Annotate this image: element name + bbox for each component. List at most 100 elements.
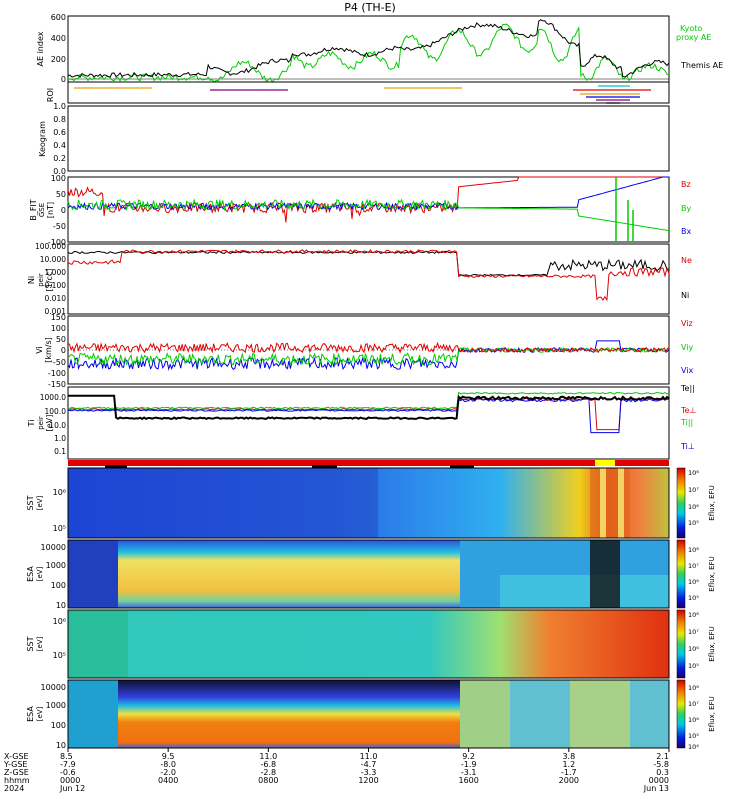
cb1-tick: 10⁵ [688, 519, 699, 527]
x-tick-label: 0800 [258, 776, 278, 785]
esa1-ytick: 10000 [41, 543, 66, 552]
esa2-ytick: 100 [51, 721, 66, 730]
keogram-ytick: 0.8 [53, 115, 66, 124]
esa2-ytick: 10 [56, 741, 66, 750]
esa1-ytick: 100 [51, 581, 66, 590]
cb4-tick: 10⁷ [688, 700, 699, 708]
roi-ylabel: ROI [46, 88, 55, 102]
sst2-ylabel: SST [26, 636, 35, 651]
cb2-label: Eflux, EFU [708, 556, 716, 591]
colorbar-3: 10⁸ 10⁷ 10⁶ 10⁵ Eflux, EFU [676, 609, 716, 679]
cb3-label: Eflux, EFU [708, 626, 716, 661]
density-ytick: 10.000 [40, 255, 66, 264]
x-tick-label: 1.2 [562, 760, 575, 769]
ae-themis-line [67, 19, 670, 79]
legend-ne: Ne [681, 256, 692, 265]
esa1-ylabel2: [eV] [36, 566, 44, 581]
x-tick-label: -0.6 [60, 768, 76, 777]
x-tick-label: Jun 12 [59, 784, 85, 793]
xrow-label: X-GSE [4, 752, 29, 761]
ae-kyoto-line [67, 23, 670, 83]
legend-vix: Vix [681, 366, 694, 375]
x-tick-label: -2.0 [160, 768, 176, 777]
plot-title: P4 (TH-E) [344, 1, 396, 14]
keogram-ytick: 0.2 [53, 154, 66, 163]
x-tick-label: -1.9 [461, 760, 477, 769]
bfield-ytick: -50 [53, 222, 66, 231]
x-tick-label: 2000 [559, 776, 579, 785]
legend-kyoto: Kyoto [680, 24, 702, 33]
esa2-ytick: 1000 [46, 701, 66, 710]
x-tick-label: -5.8 [653, 760, 669, 769]
x-tick-label: 2.1 [656, 752, 669, 761]
bfield-ylabel: B_FIT [29, 199, 38, 220]
ae-ytick: 0 [61, 75, 66, 84]
esa2-ylabel2: [eV] [36, 706, 44, 721]
velocity-panel: Vi [km/s] -150 -100 -50 0 50 100 150 Viz… [35, 313, 694, 389]
cb3-tick: 10⁸ [688, 611, 699, 619]
x-tick-label: 8.5 [60, 752, 73, 761]
legend-bx: Bx [681, 227, 691, 236]
xrow-label: hhmm [4, 776, 30, 785]
temperature-ytick: 1000.0 [40, 393, 66, 402]
x-tick-label: 9.5 [162, 752, 175, 761]
cb2-tick: 10⁷ [688, 562, 699, 570]
legend-ti-par: Ti|| [680, 418, 693, 427]
bfield-ytick: 100 [51, 174, 66, 183]
temperature-ytick: 10.0 [49, 421, 66, 430]
x-tick-label: 0000 [649, 776, 669, 785]
sst2-ytick: 10⁵ [53, 651, 66, 660]
x-tick-label: -3.3 [361, 768, 377, 777]
x-tick-label: -6.8 [261, 760, 277, 769]
velocity-ytick: -150 [48, 380, 66, 389]
xrow-label: Y-GSE [3, 760, 27, 769]
sst1-ylabel2: [eV] [36, 495, 44, 510]
x-tick-label: -1.7 [561, 768, 577, 777]
velocity-ytick: 150 [51, 313, 66, 322]
cb4-tick: 10⁵ [688, 732, 699, 740]
density-panel: Ni peir [1/cc] 0.001 0.010 0.100 1.000 1… [27, 242, 692, 316]
ti-perp-line [67, 398, 670, 434]
x-axis-block: X-GSE Y-GSE Z-GSE hhmm 2024 [3, 752, 30, 793]
bx-line [67, 176, 669, 211]
colorbar-1: 10⁸ 10⁷ 10⁶ 10⁵ Eflux, EFU [676, 467, 716, 539]
ae-ytick: 600 [51, 13, 66, 22]
status-bar [68, 460, 669, 468]
velocity-ytick: 0 [61, 346, 66, 355]
density-ylabel2: peir [37, 273, 45, 287]
sst1-ytick: 10⁶ [53, 488, 66, 497]
cb1-tick: 10⁷ [688, 486, 699, 494]
legend-te-par: Te|| [680, 384, 695, 393]
keogram-ytick: 1.0 [53, 102, 66, 111]
bfield-ytick: -100 [48, 238, 66, 247]
legend-proxy-ae: proxy AE [676, 33, 711, 42]
cb4-tick: 10⁴ [688, 743, 699, 751]
legend-themis-ae: Themis AE [680, 61, 723, 70]
esa1-ytick: 1000 [46, 561, 66, 570]
temperature-ytick: 0.1 [54, 447, 66, 456]
esa2-ytick: 10000 [41, 683, 66, 692]
density-ytick: 100.000 [35, 242, 66, 251]
cb1-label: Eflux, EFU [708, 485, 716, 520]
cb4-label: Eflux, EFU [708, 696, 716, 731]
velocity-ylabel3: [km/s] [44, 337, 53, 363]
density-ytick: 1.000 [45, 268, 67, 277]
x-tick-label: -4.7 [361, 760, 377, 769]
ti-par-line [67, 391, 670, 410]
temperature-ytick: 100.0 [45, 407, 67, 416]
bfield-ytick: 0 [61, 206, 66, 215]
legend-ni: Ni [681, 291, 689, 300]
x-tick-label: 0400 [158, 776, 178, 785]
esa1-ytick: 10 [56, 601, 66, 610]
bfield-panel: B_FIT GSE [nT] -100 -50 0 50 100 Bz By B… [29, 174, 691, 247]
bfield-ylabel3: [nT] [46, 202, 55, 218]
x-tick-label: 1200 [358, 776, 378, 785]
density-ylabel3: [1/cc] [45, 269, 54, 292]
temperature-panel: Ti peir [eV] 0.1 1.0 10.0 100.0 1000.0 T… [27, 384, 696, 460]
temperature-ytick: 1.0 [54, 434, 66, 443]
x-tick-label: 9.2 [462, 752, 475, 761]
legend-viz: Viz [681, 319, 693, 328]
colorbar-2: 10⁸ 10⁷ 10⁶ 10⁵ Eflux, EFU [676, 539, 716, 609]
legend-by: By [681, 204, 691, 213]
